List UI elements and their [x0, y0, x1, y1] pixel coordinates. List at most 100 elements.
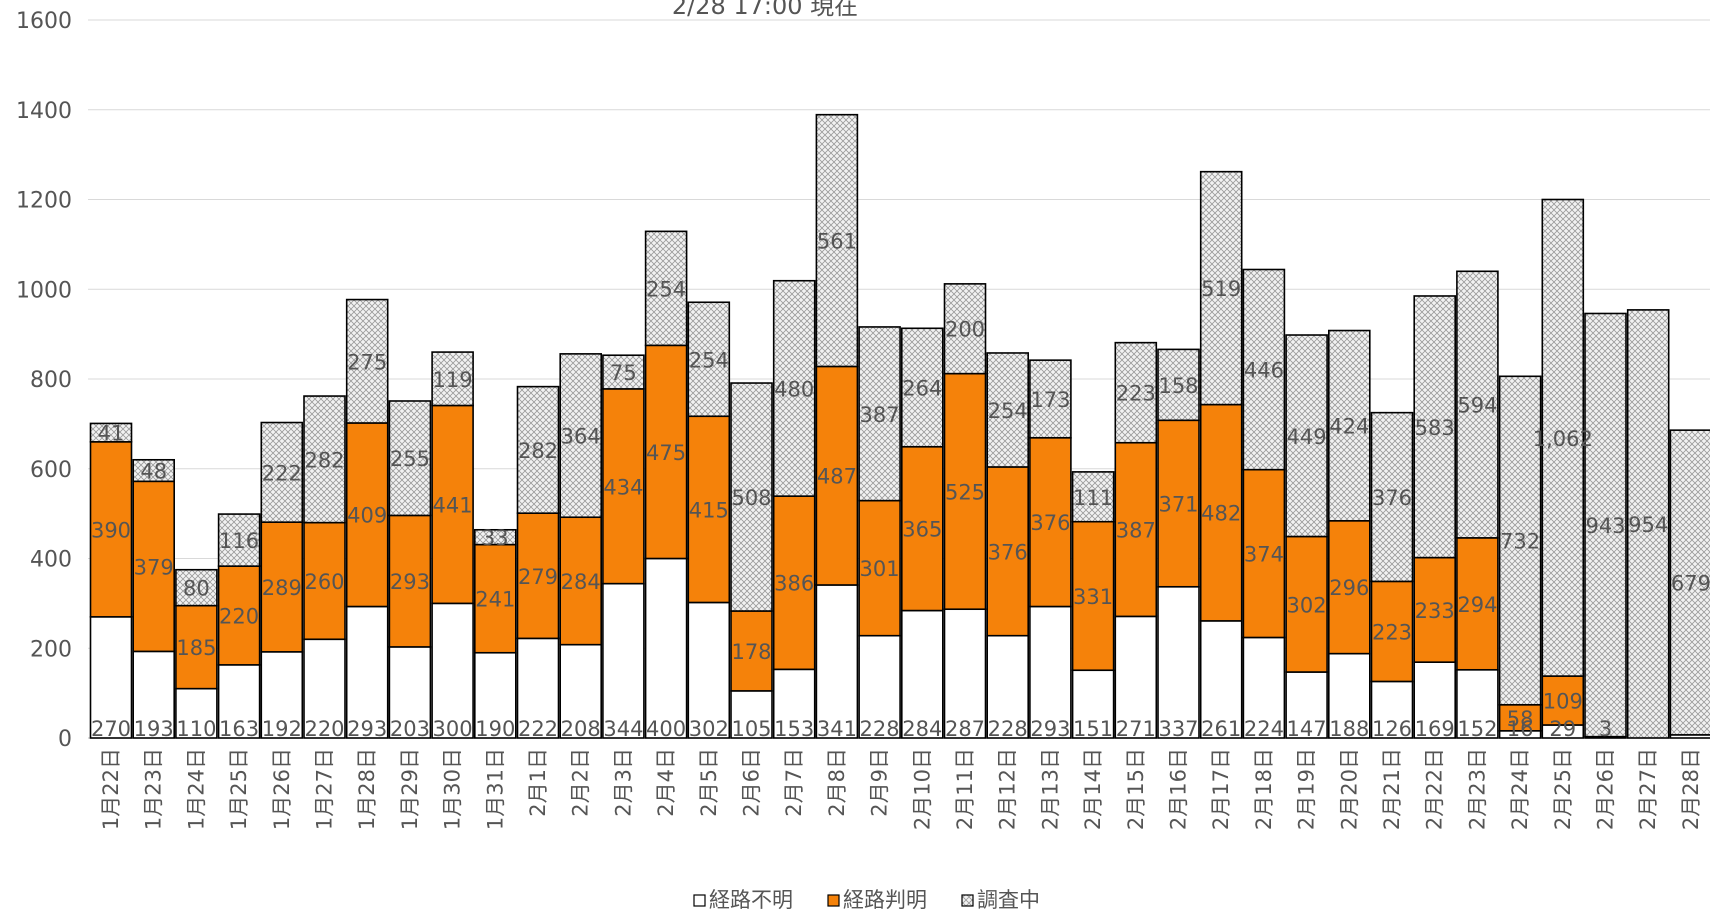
x-tick-label: 2月14日	[1081, 748, 1105, 830]
data-label: 228	[860, 717, 900, 741]
data-label: 220	[219, 604, 259, 628]
bar-segment	[516, 385, 560, 514]
bar-segment	[260, 521, 304, 653]
legend-label: 経路判明	[843, 888, 927, 912]
bar-segment	[1669, 429, 1710, 736]
bar-segment	[473, 528, 517, 546]
data-label: 561	[817, 230, 857, 254]
data-label: 222	[518, 717, 558, 741]
x-tick-label: 2月15日	[1124, 748, 1148, 830]
bar-segment	[1285, 535, 1328, 673]
y-tick-label: 1200	[16, 189, 72, 214]
x-tick-label: 2月16日	[1167, 748, 1191, 830]
x-tick-label: 2月2日	[569, 748, 593, 817]
data-label: 178	[731, 640, 771, 664]
data-label: 228	[988, 717, 1028, 741]
data-label: 3	[1599, 717, 1612, 741]
data-label: 371	[1158, 493, 1198, 517]
x-tick-label: 2月27日	[1636, 748, 1660, 830]
bar-segment	[559, 516, 603, 646]
x-tick-label: 1月30日	[441, 748, 465, 830]
x-tick-label: 2月20日	[1337, 748, 1361, 830]
data-label: 105	[731, 717, 771, 741]
bar-segment	[602, 388, 645, 585]
data-label: 679	[1671, 572, 1710, 596]
data-label: 301	[860, 557, 900, 581]
x-tick-label: 2月25日	[1551, 748, 1575, 830]
x-tick-label: 2月28日	[1679, 748, 1703, 830]
data-label: 387	[1116, 519, 1156, 543]
x-tick-label: 2月1日	[526, 748, 550, 817]
bar-segment	[1456, 270, 1499, 539]
data-label: 387	[860, 403, 900, 427]
bar-segment	[644, 557, 688, 739]
data-label: 525	[945, 480, 985, 504]
x-tick-label: 2月8日	[825, 748, 849, 817]
x-tick-label: 2月9日	[868, 748, 892, 817]
legend: 経路不明 経路判明 調査中	[693, 888, 1040, 912]
data-label: 222	[262, 461, 302, 485]
bar-segment	[388, 646, 432, 739]
x-tick-label: 2月23日	[1465, 748, 1489, 830]
bar-segment	[1584, 312, 1627, 738]
bar-segment	[1285, 334, 1328, 538]
data-label: 364	[561, 425, 601, 449]
data-label: 379	[134, 555, 174, 579]
x-tick-label: 2月7日	[782, 748, 806, 817]
data-label: 261	[1201, 717, 1241, 741]
data-label: 293	[347, 717, 387, 741]
data-label: 264	[902, 377, 942, 401]
data-label: 254	[988, 399, 1028, 423]
data-label: 508	[731, 486, 771, 510]
data-label: 48	[140, 460, 167, 484]
bar-segment	[858, 326, 901, 502]
bar-segment	[217, 664, 261, 739]
bar-segment	[388, 400, 432, 517]
data-label: 480	[774, 377, 814, 401]
data-label: 482	[1201, 502, 1241, 526]
bar-segment	[559, 353, 603, 519]
bar-segment	[89, 422, 133, 443]
y-tick-label: 400	[30, 548, 72, 573]
x-tick-label: 1月27日	[313, 748, 337, 830]
data-label: 487	[817, 465, 857, 489]
data-label: 275	[347, 350, 387, 374]
data-label: 153	[774, 717, 814, 741]
bar-segment	[1242, 268, 1286, 471]
bar-segment	[431, 404, 474, 605]
data-label: 254	[689, 348, 729, 372]
x-tick-label: 2月11日	[953, 748, 977, 830]
data-label: 294	[1457, 593, 1497, 617]
data-label: 386	[774, 572, 814, 596]
bar-segment	[1199, 170, 1243, 406]
x-tick-label: 2月24日	[1508, 748, 1532, 830]
data-label: 341	[817, 717, 857, 741]
bar-segment	[1029, 359, 1072, 439]
data-label: 424	[1329, 415, 1369, 439]
y-tick-label: 1000	[16, 278, 72, 303]
data-label: 33	[482, 526, 509, 550]
x-tick-label: 2月13日	[1038, 748, 1062, 830]
data-label: 169	[1415, 717, 1455, 741]
bars	[89, 113, 1710, 739]
data-label: 185	[176, 636, 216, 660]
data-label: 441	[433, 493, 473, 517]
bar-segment	[602, 582, 645, 739]
bar-segment	[345, 422, 389, 608]
bar-segment	[986, 352, 1030, 468]
x-tick-label: 1月22日	[99, 748, 123, 830]
bar-segment	[858, 634, 901, 739]
bar-segment	[1328, 329, 1371, 522]
data-label: 151	[1073, 717, 1113, 741]
data-label: 75	[610, 361, 637, 385]
data-label: 80	[183, 577, 210, 601]
data-label: 287	[945, 717, 985, 741]
data-label: 594	[1457, 394, 1497, 418]
bar-segment	[1071, 669, 1115, 739]
y-tick-label: 600	[30, 458, 72, 483]
data-label: 583	[1415, 416, 1455, 440]
legend-swatch	[693, 894, 706, 907]
data-label: 390	[91, 518, 131, 542]
x-tick-label: 2月19日	[1295, 748, 1319, 830]
